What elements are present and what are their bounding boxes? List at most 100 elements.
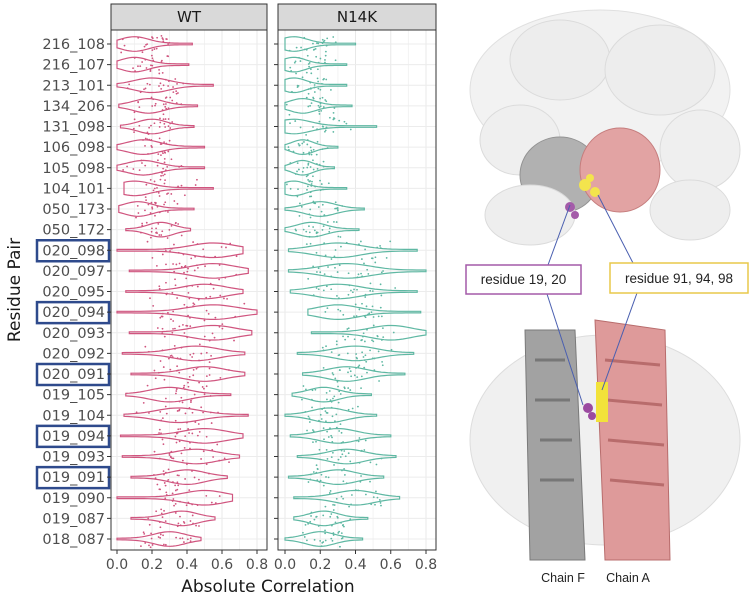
y-tick-label: 020_095 <box>42 285 105 301</box>
data-point <box>168 229 171 231</box>
data-point <box>149 236 152 239</box>
data-point <box>300 46 302 49</box>
strip-header <box>110 3 268 31</box>
data-point <box>151 207 154 210</box>
data-point <box>164 97 167 99</box>
data-point <box>167 125 170 128</box>
data-point <box>312 441 314 444</box>
data-point <box>305 539 308 542</box>
data-point <box>340 495 343 498</box>
data-point <box>167 85 170 87</box>
data-point <box>322 225 325 228</box>
data-point <box>308 180 311 183</box>
data-point <box>151 544 154 546</box>
data-point <box>165 293 168 296</box>
data-point <box>153 473 155 476</box>
data-point <box>144 196 147 198</box>
data-point <box>214 316 217 319</box>
data-point <box>207 312 210 315</box>
data-point <box>331 441 334 443</box>
data-point <box>176 410 179 412</box>
data-point <box>167 118 170 120</box>
data-point <box>332 373 335 376</box>
data-point <box>187 291 190 294</box>
data-point <box>181 537 184 540</box>
data-point <box>164 543 167 546</box>
data-point <box>372 316 375 318</box>
data-point <box>180 452 183 455</box>
data-point <box>343 474 346 476</box>
data-point <box>345 241 348 244</box>
data-point <box>160 61 163 63</box>
data-point <box>162 103 165 106</box>
data-point <box>164 179 166 182</box>
data-point <box>379 502 382 504</box>
data-point <box>316 128 318 131</box>
data-point <box>167 107 170 110</box>
data-point <box>394 287 397 289</box>
data-point <box>333 221 335 223</box>
data-point <box>366 328 368 331</box>
data-point <box>150 64 152 67</box>
data-point <box>354 303 357 306</box>
data-point <box>178 400 181 403</box>
data-point <box>177 484 180 487</box>
data-point <box>381 327 384 330</box>
data-point <box>139 65 142 68</box>
data-point <box>164 201 167 204</box>
data-point <box>310 149 313 152</box>
violin-020_095 <box>289 283 418 300</box>
data-point <box>168 129 171 132</box>
data-point <box>185 285 188 288</box>
data-point <box>380 339 383 341</box>
data-point <box>157 153 160 156</box>
data-point <box>159 526 162 529</box>
data-point <box>358 308 361 311</box>
data-point <box>321 203 324 206</box>
data-point <box>205 385 208 388</box>
data-point <box>174 489 177 492</box>
data-point <box>310 102 313 105</box>
data-point <box>322 165 325 168</box>
data-point <box>148 83 151 86</box>
data-point <box>357 273 360 276</box>
data-point <box>372 340 375 343</box>
data-point <box>349 370 352 373</box>
data-point <box>161 438 164 441</box>
data-point <box>298 202 301 205</box>
data-point <box>143 88 145 91</box>
data-point <box>178 166 181 168</box>
data-point <box>354 489 357 491</box>
strip-label: N14K <box>337 8 378 26</box>
data-point <box>120 51 123 54</box>
data-point <box>219 294 222 297</box>
data-point <box>191 503 194 506</box>
residue-19-20-callout: residue 19, 20 <box>465 264 582 295</box>
violin-019_104 <box>123 407 249 424</box>
data-point <box>344 338 347 341</box>
data-point <box>223 297 225 300</box>
data-point <box>169 122 172 125</box>
data-point <box>158 521 161 523</box>
data-point <box>332 118 335 121</box>
data-point <box>362 356 365 358</box>
data-point <box>160 171 163 174</box>
data-point <box>174 222 177 225</box>
data-point <box>340 532 343 535</box>
data-point <box>364 248 367 251</box>
data-point <box>306 139 309 141</box>
data-point <box>178 325 181 328</box>
data-point <box>301 76 304 79</box>
data-point <box>331 451 334 454</box>
data-point <box>169 455 172 458</box>
data-point <box>306 174 309 177</box>
violin-131_098 <box>284 118 378 135</box>
data-point <box>296 195 299 198</box>
chain-f-label: Chain F <box>541 571 585 585</box>
violin-020_095 <box>125 283 244 300</box>
data-point <box>155 264 158 267</box>
data-point <box>302 531 304 534</box>
data-point <box>150 139 153 141</box>
data-point <box>330 456 333 459</box>
data-point <box>374 261 377 264</box>
